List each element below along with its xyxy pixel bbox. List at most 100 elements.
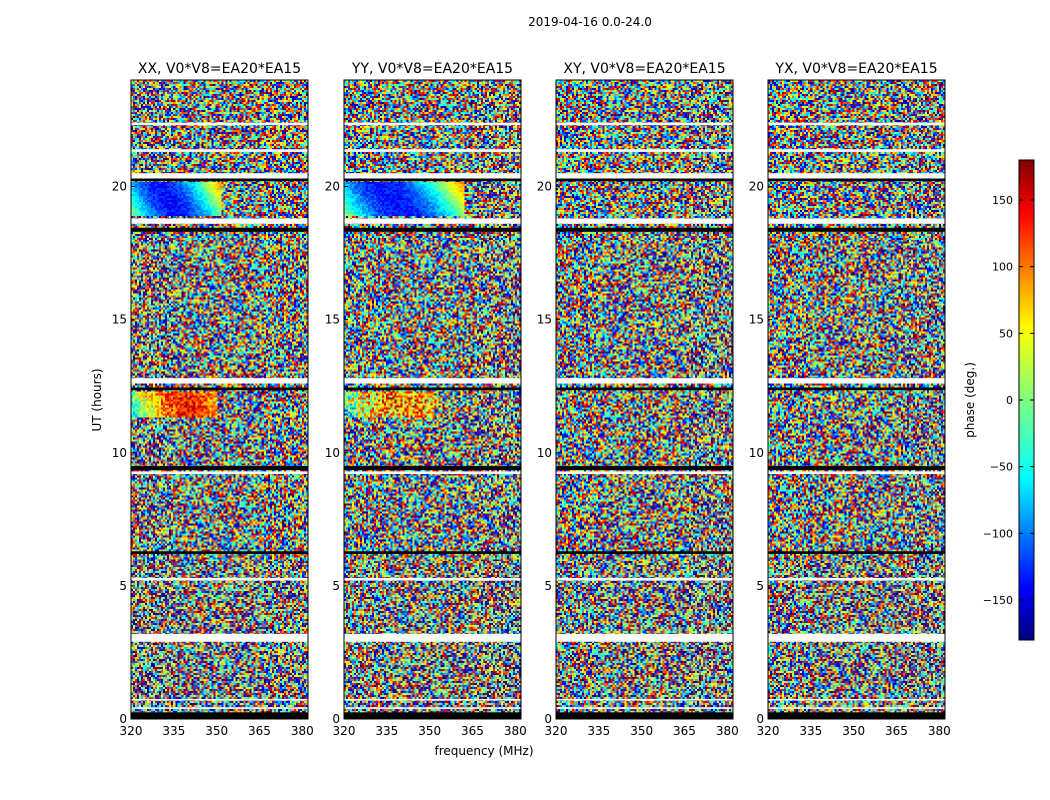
panel-frame [343,79,522,720]
x-tick-label: 320 [120,724,143,738]
colorbar-tick-label: 0 [1006,394,1013,407]
flag-band [768,387,945,391]
flag-gap [131,471,308,475]
flag-gap [131,173,308,179]
flag-gap [131,633,308,642]
x-tick-label: 365 [461,724,484,738]
colorbar-tick-label: −100 [983,527,1013,540]
flag-gap [131,218,308,224]
panel-frame [130,79,309,720]
flag-gap [344,699,521,701]
x-tick-label: 320 [333,724,356,738]
y-tick-label: 10 [112,446,127,460]
flag-gap [556,633,733,642]
flag-band [556,387,733,391]
x-tick-label: 380 [291,724,314,738]
flag-gap [768,122,945,126]
heatmap-image [768,80,945,719]
heatmap-image [131,80,308,719]
x-tick-label: 320 [545,724,568,738]
panel-frame [767,79,946,720]
flag-gap [768,378,945,384]
x-tick-label: 335 [162,724,185,738]
flag-gap [768,173,945,179]
y-tick-label: 20 [749,180,764,194]
y-tick-label: 5 [544,579,552,593]
x-tick-label: 350 [418,724,441,738]
flag-gap [344,173,521,179]
y-tick-label: 15 [537,313,552,327]
y-tick-label: 10 [749,446,764,460]
y-tick-label: 15 [112,313,127,327]
flag-gap [556,471,733,475]
panels: XX, V0*V8=EA20*EA15 320 335 350 365 380 0 5 10 15… [112,61,951,738]
colorbar: −150 −100 −50 0 50 100 150 phase (deg.) [963,159,1035,641]
y-tick-label: 0 [332,712,340,726]
y-axis-label: UT (hours) [90,368,104,431]
flag-gap [344,149,521,152]
flag-band [768,712,945,719]
x-axis-label: frequency (MHz) [434,744,533,758]
y-tick-label: 0 [119,712,127,726]
y-tick-label: 0 [756,712,764,726]
flag-gap [344,633,521,642]
flag-band [344,466,521,471]
y-tick-label: 15 [325,313,340,327]
flag-gap [556,173,733,179]
flag-band [131,227,308,232]
flag-band [768,551,945,554]
flag-gap [768,707,945,709]
flag-gap [344,577,521,581]
flag-band [131,712,308,719]
x-tick-label: 335 [799,724,822,738]
y-tick-label: 0 [544,712,552,726]
flag-gap [344,122,521,126]
colorbar-tick-label: −50 [990,461,1013,474]
heatmap-image [344,80,521,719]
flag-gap [556,699,733,701]
flag-gap [556,577,733,581]
colorbar-tick-label: −150 [983,594,1013,607]
x-tick-label: 350 [842,724,865,738]
x-tick-label: 350 [630,724,653,738]
y-tick-label: 10 [537,446,552,460]
heatmap-image [556,80,733,719]
flag-gap [768,633,945,642]
flag-gap [768,699,945,701]
colorbar-tick-label: 150 [992,194,1013,207]
flag-band [344,178,521,182]
panel-2: XY, V0*V8=EA20*EA15 320 335 350 365 380 0 5 10 15… [537,61,739,738]
flag-band [131,387,308,391]
flag-band [556,466,733,471]
flag-gap [344,707,521,709]
flag-gap [768,471,945,475]
flag-gap [344,471,521,475]
suptitle: 2019-04-16 0.0-24.0 [528,15,652,29]
x-tick-label: 365 [885,724,908,738]
flag-band [556,712,733,719]
y-tick-label: 5 [332,579,340,593]
panel-0: XX, V0*V8=EA20*EA15 320 335 350 365 380 0 5 10 15… [112,61,314,738]
colorbar-ticks: −150 −100 −50 0 50 100 150 [983,194,1034,607]
x-tick-label: 380 [928,724,951,738]
x-tick-label: 350 [205,724,228,738]
flag-gap [131,699,308,701]
flag-gap [131,707,308,709]
flag-gap [131,577,308,581]
flag-band [131,551,308,554]
flag-gap [131,378,308,384]
flag-gap [344,378,521,384]
flag-gap [131,122,308,126]
flag-band [344,227,521,232]
flag-gap [768,218,945,224]
y-tick-label: 20 [537,180,552,194]
x-tick-label: 335 [375,724,398,738]
flag-gap [131,149,308,152]
x-tick-label: 365 [248,724,271,738]
y-tick-label: 20 [325,180,340,194]
panel-1: YY, V0*V8=EA20*EA15 320 335 350 365 380 0 5 10 15… [325,61,527,738]
flag-band [768,227,945,232]
flag-band [556,227,733,232]
flag-gap [556,218,733,224]
flag-band [344,712,521,719]
